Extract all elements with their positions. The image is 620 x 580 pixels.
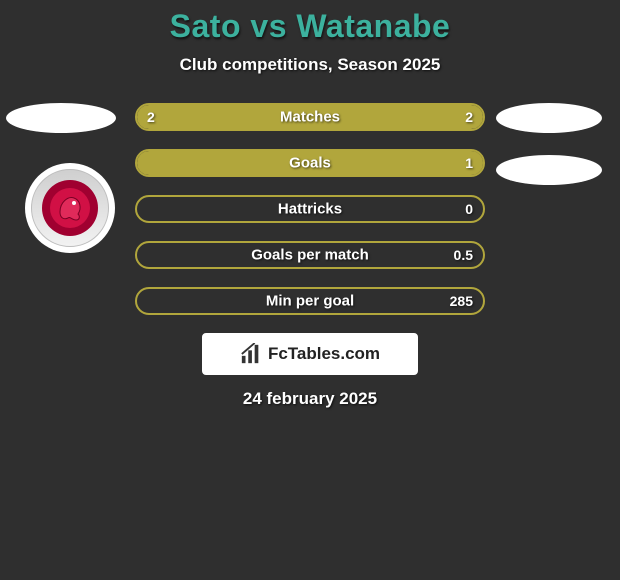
subtitle: Club competitions, Season 2025 xyxy=(0,55,620,75)
brand-badge[interactable]: FcTables.com xyxy=(202,333,418,375)
player-left-slot-1 xyxy=(6,103,116,133)
bar-label: Hattricks xyxy=(278,201,342,218)
club-badge xyxy=(25,163,115,253)
stat-bar: Goals 1 xyxy=(135,149,485,177)
lion-crest-icon xyxy=(50,188,90,228)
stat-bar: Goals per match 0.5 xyxy=(135,241,485,269)
comparison-area: Matches 2 2 Goals 1 Hattricks 0 Goals per match… xyxy=(0,103,620,315)
bar-label: Goals per match xyxy=(251,247,369,264)
stat-bar: Min per goal 285 xyxy=(135,287,485,315)
bar-value-right: 0 xyxy=(465,201,473,217)
stat-bar: Matches 2 2 xyxy=(135,103,485,131)
bar-value-right: 1 xyxy=(465,155,473,171)
bar-value-right: 0.5 xyxy=(454,247,473,263)
page-title: Sato vs Watanabe xyxy=(0,8,620,45)
comparison-card: Sato vs Watanabe Club competitions, Seas… xyxy=(0,0,620,409)
player-right-slot-2 xyxy=(496,155,602,185)
bar-value-left: 2 xyxy=(147,109,155,125)
stat-bars: Matches 2 2 Goals 1 Hattricks 0 Goals per match… xyxy=(135,103,485,315)
bars-chart-icon xyxy=(240,343,262,365)
bar-label: Goals xyxy=(289,155,331,172)
bar-value-right: 2 xyxy=(465,109,473,125)
bar-label: Min per goal xyxy=(266,293,354,310)
bar-label: Matches xyxy=(280,109,340,126)
date-text: 24 february 2025 xyxy=(0,389,620,409)
player-right-slot-1 xyxy=(496,103,602,133)
bar-value-right: 285 xyxy=(450,293,473,309)
stat-bar: Hattricks 0 xyxy=(135,195,485,223)
brand-text: FcTables.com xyxy=(268,344,380,364)
